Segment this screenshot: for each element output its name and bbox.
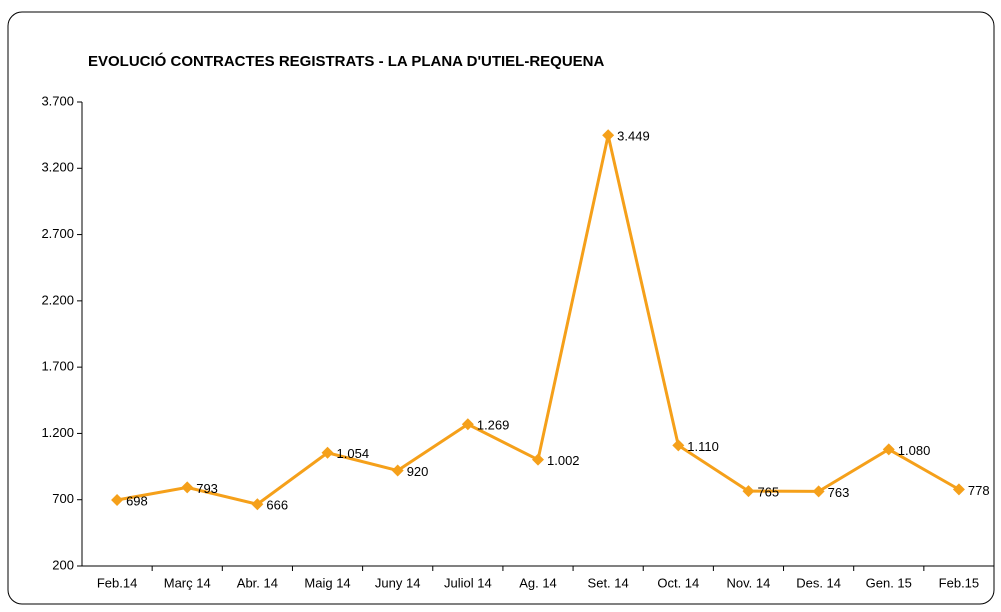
x-tick-label: Juny 14 (375, 575, 421, 590)
y-tick-label: 200 (52, 557, 74, 572)
x-tick-label: Gen. 15 (866, 575, 912, 590)
y-tick-label: 2.700 (41, 226, 74, 241)
x-tick-label: Set. 14 (588, 575, 629, 590)
data-label: 763 (828, 485, 850, 500)
data-point (461, 418, 474, 431)
data-label: 793 (196, 481, 218, 496)
x-tick-label: Març 14 (164, 575, 211, 590)
x-tick-label: Feb.14 (97, 575, 137, 590)
chart-frame (7, 11, 995, 605)
y-tick-label: 1.200 (41, 425, 74, 440)
y-tick-label: 1.700 (41, 359, 74, 374)
data-point (532, 453, 544, 466)
x-tick-label: Ag. 14 (519, 575, 557, 590)
x-tick-label: Des. 14 (796, 575, 841, 590)
x-tick-label: Abr. 14 (237, 575, 278, 590)
y-tick-label: 700 (52, 491, 74, 506)
data-point (181, 481, 194, 494)
x-tick-label: Feb.15 (939, 575, 979, 590)
data-label: 920 (407, 464, 429, 479)
data-point (812, 485, 825, 498)
data-label: 1.080 (898, 443, 931, 458)
data-point (952, 483, 965, 496)
data-label: 3.449 (617, 129, 650, 144)
data-point (672, 439, 685, 452)
data-point (882, 443, 895, 456)
y-tick-label: 2.200 (41, 292, 74, 307)
data-label: 1.054 (337, 446, 370, 461)
data-label: 1.110 (687, 439, 719, 454)
data-point (111, 493, 124, 506)
x-tick-label: Oct. 14 (657, 575, 699, 590)
y-tick-label: 3.200 (41, 160, 74, 175)
data-label: 698 (126, 493, 148, 508)
x-tick-label: Nov. 14 (727, 575, 771, 590)
data-label: 1.002 (547, 453, 580, 468)
data-label: 765 (757, 485, 779, 500)
x-tick-label: Juliol 14 (444, 575, 492, 590)
data-point (391, 464, 404, 477)
y-tick-label: 3.700 (41, 93, 74, 108)
data-point (742, 485, 755, 498)
data-point (602, 129, 615, 142)
data-label: 1.269 (477, 418, 510, 433)
data-label: 666 (266, 498, 288, 513)
data-label: 778 (968, 483, 990, 498)
data-point (251, 498, 264, 511)
x-tick-label: Maig 14 (304, 575, 350, 590)
data-point (321, 446, 334, 459)
chart-title: EVOLUCIÓ CONTRACTES REGISTRATS - LA PLAN… (88, 52, 605, 70)
